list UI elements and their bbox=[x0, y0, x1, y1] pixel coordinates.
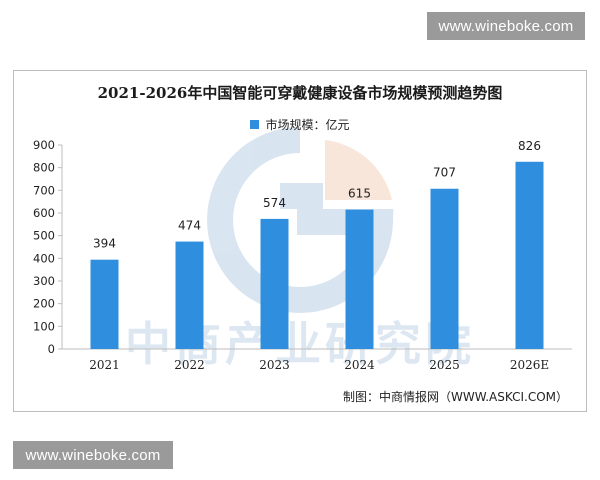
bar-value-label: 474 bbox=[178, 219, 201, 233]
legend-swatch bbox=[250, 120, 260, 129]
x-tick-label: 2024 bbox=[344, 358, 375, 372]
legend-label: 市场规模：亿元 bbox=[265, 118, 350, 132]
bar-value-label: 394 bbox=[93, 237, 116, 251]
y-tick-label: 700 bbox=[33, 183, 55, 197]
bar bbox=[515, 161, 544, 349]
x-tick-label: 2021 bbox=[89, 358, 120, 372]
y-tick-label: 200 bbox=[33, 297, 55, 311]
bar bbox=[260, 218, 289, 349]
y-tick-label: 900 bbox=[33, 138, 55, 152]
source-note: 制图：中商情报网（WWW.ASKCI.COM） bbox=[343, 390, 568, 404]
bar bbox=[90, 259, 119, 349]
bar-value-label: 707 bbox=[433, 166, 456, 180]
bar-value-label: 574 bbox=[263, 196, 286, 210]
watermark-top: www.wineboke.com bbox=[427, 12, 585, 40]
x-tick-label: 2023 bbox=[259, 358, 290, 372]
y-tick-label: 800 bbox=[33, 161, 55, 175]
chart-labels: 394 2021 474 2022 574 2023 615 2024 707 2025 826 20… bbox=[89, 139, 549, 372]
bar bbox=[345, 209, 374, 349]
y-tick-label: 600 bbox=[33, 206, 55, 220]
bar-value-label: 826 bbox=[518, 139, 541, 153]
chart-legend: 市场规模：亿元 bbox=[0, 116, 600, 133]
x-tick-label: 2025 bbox=[429, 358, 460, 372]
watermark-bottom: www.wineboke.com bbox=[13, 441, 173, 469]
x-tick-label: 2022 bbox=[174, 358, 205, 372]
x-tick-label: 2026E bbox=[510, 358, 549, 372]
y-tick-label: 500 bbox=[33, 229, 55, 243]
bar bbox=[175, 241, 204, 349]
y-tick-label: 400 bbox=[33, 251, 55, 265]
chart-title: 2021-2026年中国智能可穿戴健康设备市场规模预测趋势图 bbox=[97, 84, 503, 102]
chart-bars bbox=[90, 161, 544, 349]
chart-frame bbox=[13, 70, 587, 412]
bar bbox=[430, 188, 459, 349]
y-tick-label: 300 bbox=[33, 274, 55, 288]
y-tick-label: 100 bbox=[33, 319, 55, 333]
y-tick-label: 0 bbox=[48, 342, 55, 356]
chart-axes: 0 100 200 300 400 500 600 700 800 900 bbox=[33, 138, 572, 356]
bar-value-label: 615 bbox=[348, 187, 371, 201]
